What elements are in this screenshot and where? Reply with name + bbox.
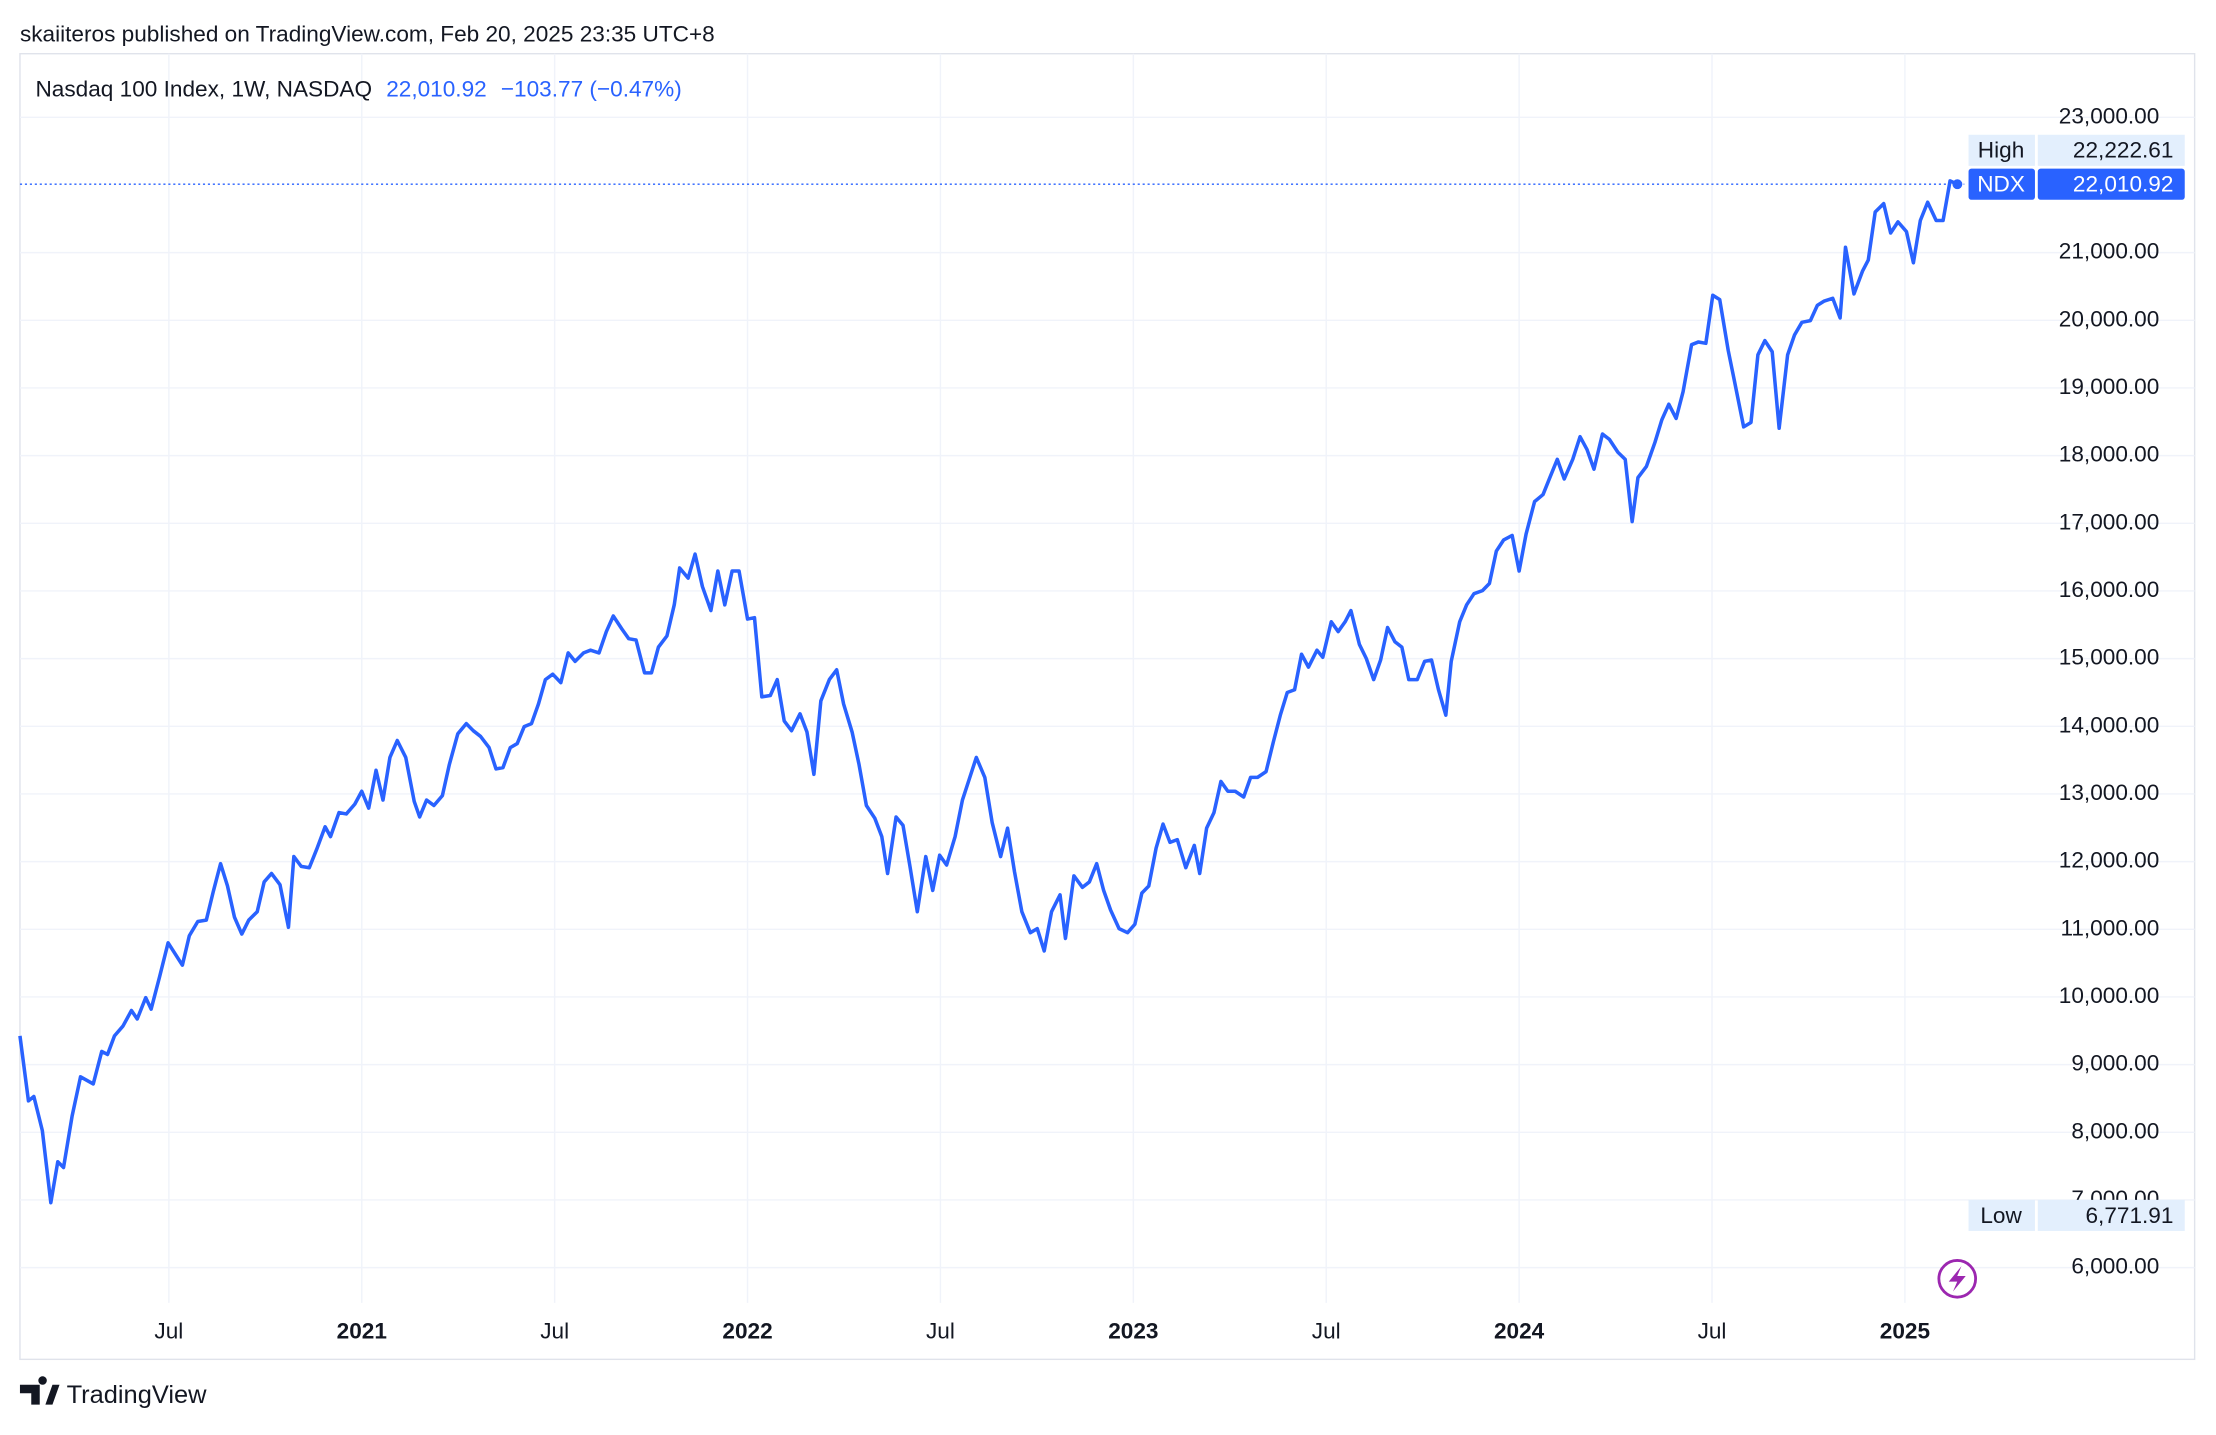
y-tick-label: 18,000.00 [2059,442,2160,467]
low-value-label: 6,771.91 [2085,1203,2173,1228]
grid [19,53,2195,1303]
y-tick-label: 21,000.00 [2059,239,2160,264]
x-tick-label: Jul [154,1318,183,1343]
x-tick-label: 2023 [1108,1318,1158,1343]
y-tick-label: 14,000.00 [2059,712,2160,737]
x-tick-label: 2024 [1494,1318,1545,1343]
alert-icon [1937,1259,1978,1299]
y-tick-label: 19,000.00 [2059,374,2160,399]
brand-name: TradingView [67,1381,208,1409]
y-tick-label: 10,000.00 [2059,983,2160,1008]
high-value-label: 22,222.61 [2073,138,2174,163]
y-tick-label: 9,000.00 [2071,1051,2159,1076]
price-change: −103.77 (−0.47%) [501,76,682,101]
x-tick-label: Jul [926,1318,955,1343]
y-tick-label: 16,000.00 [2059,577,2160,602]
y-tick-label: 17,000.00 [2059,509,2160,534]
y-tick-label: 12,000.00 [2059,848,2160,873]
x-tick-label: 2022 [722,1318,772,1343]
y-tick-label: 23,000.00 [2059,103,2160,128]
symbol-title: Nasdaq 100 Index, 1W, NASDAQ [36,76,373,101]
high-tag-name: High [1978,138,2024,163]
chart-frame [19,52,2196,1361]
symbol-tag-label: NDX [1977,172,2025,197]
y-tick-label: 11,000.00 [2060,915,2159,940]
high-tag [1968,134,2035,166]
legend: Nasdaq 100 Index, 1W, NASDAQ 22,010.92 −… [36,76,682,101]
published-line: skaiiteros published on TradingView.com,… [20,21,715,46]
y-tick-label: 6,000.00 [2071,1254,2159,1279]
price-line [18,179,1959,1205]
low-tag [1968,1199,2035,1231]
brand-logo: TradingView [19,1376,208,1409]
y-tick-label: 8,000.00 [2071,1118,2159,1143]
last-point [1952,179,1963,190]
low-tag-name: Low [1980,1203,2022,1228]
plot [18,179,1965,1205]
x-tick-label: 2025 [1880,1318,1930,1343]
y-tick-label: 20,000.00 [2059,306,2160,331]
high-value-tag [2037,134,2185,166]
last-price-tag [2037,168,2185,200]
price-axis: 6,000.007,000.008,000.009,000.0010,000.0… [154,103,2185,1343]
x-tick-label: 2021 [337,1318,387,1343]
x-tick-label: Jul [1312,1318,1341,1343]
x-tick-label: Jul [540,1318,569,1343]
x-tick-label: Jul [1698,1318,1727,1343]
low-value-tag [2037,1199,2185,1231]
last-price: 22,010.92 [386,76,487,101]
symbol-tag [1968,168,2035,200]
last-price-tag-label: 22,010.92 [2073,172,2174,197]
y-tick-label: 13,000.00 [2059,780,2160,805]
y-tick-label: 15,000.00 [2059,645,2160,670]
